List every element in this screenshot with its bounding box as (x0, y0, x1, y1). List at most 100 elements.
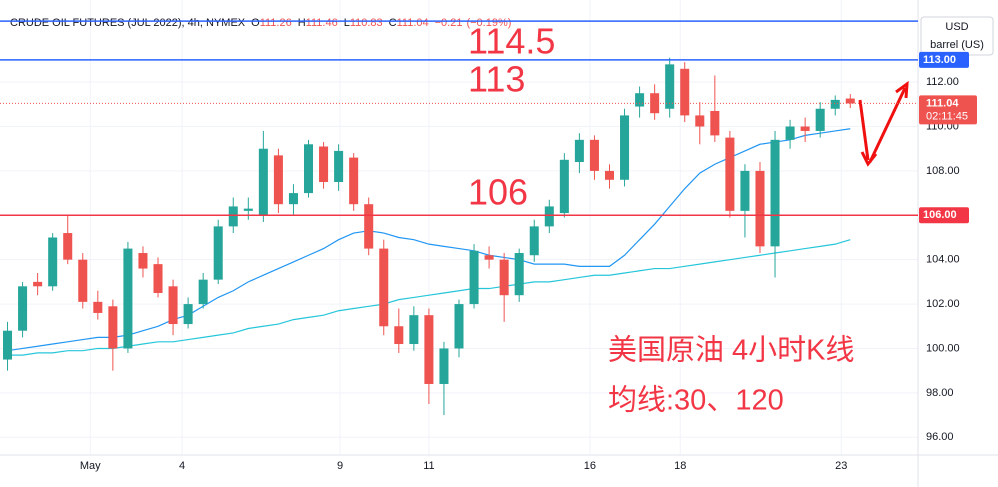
candle-body (93, 301, 103, 313)
candle-body (334, 150, 344, 182)
candle-body (680, 68, 690, 116)
candle-body (499, 259, 509, 296)
candle-body (529, 226, 539, 256)
y-tick-label: 112.00 (926, 76, 959, 88)
candle-body (243, 208, 253, 211)
countdown: 02:11:45 (926, 110, 968, 122)
change: −0.21 (435, 17, 463, 29)
candle-body (845, 98, 855, 104)
x-tick-label: 4 (179, 460, 185, 472)
candle-body (48, 237, 58, 287)
candle-body (258, 148, 268, 216)
annotation: 美国原油 4小时K线 (608, 334, 855, 367)
candle-body (484, 255, 494, 260)
moving-average (7, 239, 851, 356)
candle-body (755, 170, 765, 247)
candle-body (183, 304, 193, 325)
candle-body (740, 170, 750, 211)
candle-body (574, 139, 584, 163)
candle-body (710, 110, 720, 136)
candle-body (108, 306, 118, 349)
candle-body (319, 146, 329, 182)
candle-body (168, 286, 178, 325)
candle-body (544, 206, 554, 227)
x-tick-label: 23 (835, 460, 847, 472)
header: CRUDE OIL FUTURES (JUL 2022), 4h, NYMEX O… (10, 17, 511, 29)
y-tick-label: 98.00 (926, 387, 954, 399)
candle-body (303, 144, 314, 194)
header-title: CRUDE OIL FUTURES (JUL 2022), 4h, NYMEX (10, 17, 246, 29)
last-price-tag (919, 95, 977, 125)
candle-body (198, 279, 208, 305)
ohlc-value: 110.83 (350, 17, 383, 29)
candle-body (635, 93, 645, 107)
candle-body (424, 315, 434, 384)
candle-body (228, 206, 238, 227)
unit: barrel (US) (930, 39, 984, 51)
x-tick-label: 9 (337, 460, 343, 472)
candle-body (273, 155, 283, 205)
level-label: 113.00 (923, 54, 956, 66)
candle-body (213, 226, 223, 280)
arrows (858, 80, 909, 167)
level-tag (919, 51, 969, 68)
annotation: 106 (468, 172, 528, 213)
ohlc-value: 111.46 (306, 17, 338, 29)
y-tick-label: 108.00 (926, 165, 960, 177)
candle-body (589, 139, 599, 171)
candle-body (288, 193, 298, 205)
x-tick-label: 11 (423, 460, 434, 472)
candle-body (514, 253, 524, 296)
moving-average (7, 128, 851, 352)
candle-body (33, 281, 43, 287)
candle-body (604, 170, 615, 180)
candle-body (394, 326, 404, 345)
plot (3, 57, 855, 416)
candle-body (439, 348, 449, 384)
candle-body (800, 126, 810, 131)
candle-body (3, 330, 13, 360)
candle-body (153, 264, 163, 293)
ohlc-prefix: L (344, 17, 350, 29)
candle-body (63, 233, 73, 260)
candle-body (469, 250, 479, 305)
annotation: 113 (468, 59, 525, 100)
y-tick-label: 100.00 (926, 342, 960, 354)
candle-body (830, 99, 840, 109)
candle-body (815, 108, 825, 131)
candle-body (364, 204, 374, 249)
y-tick-label: 102.00 (926, 298, 960, 310)
y-tick-label: 104.00 (926, 254, 960, 266)
candle-body (620, 115, 630, 180)
level-tag (919, 207, 969, 224)
x-tick-label: May (80, 460, 101, 472)
candle-body (18, 286, 28, 331)
annotation: 均线:30、120 (608, 384, 784, 417)
currency: USD (945, 21, 968, 33)
candle-body (78, 259, 88, 302)
x-tick-label: 18 (674, 460, 686, 472)
annotation: 114.5 (468, 21, 555, 62)
candle-body (349, 157, 359, 205)
candle-body (379, 248, 389, 327)
last-price: 111.04 (926, 97, 959, 109)
level-label: 106.00 (923, 209, 957, 221)
ohlc-prefix: O (251, 17, 260, 29)
ohlc-value: 111.04 (397, 17, 429, 29)
candle-body (665, 64, 675, 109)
candle-body (454, 304, 464, 349)
ohlc-prefix: C (389, 17, 397, 29)
x-tick-label: 16 (584, 460, 596, 472)
candle-body (770, 139, 780, 247)
y-tick-label: 96.00 (926, 431, 954, 443)
candle-body (725, 137, 735, 211)
candle-body (695, 115, 705, 127)
ohlc-prefix: H (298, 17, 306, 29)
change-pct: (−0.19%) (466, 17, 511, 29)
candle-body (785, 126, 795, 140)
candle-body (559, 159, 569, 214)
candle-body (409, 315, 419, 345)
